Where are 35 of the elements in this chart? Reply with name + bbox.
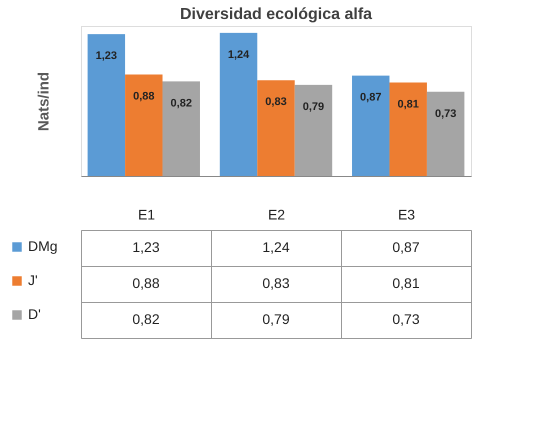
legend-label: J' (28, 272, 38, 288)
bar (352, 76, 390, 176)
bar (125, 74, 163, 176)
data-label: 0,79 (262, 311, 290, 327)
bar (257, 80, 295, 176)
text: 0,87 (360, 92, 382, 104)
bar (88, 34, 126, 176)
x-tick-label: E2 (268, 206, 286, 222)
text: 1,24 (228, 48, 250, 61)
x-tick-label: E1 (138, 206, 156, 222)
legend-label: D' (28, 306, 41, 322)
data-label: 0,82 (132, 311, 160, 327)
text: 0,88 (133, 90, 155, 102)
x-tick-label: E3 (398, 206, 416, 222)
text: 1,23 (96, 50, 118, 62)
y-axis-title: Nats/ind (36, 72, 52, 132)
text: 0,81 (397, 98, 419, 111)
chart-title: Diversidad ecológica alfa (180, 6, 372, 23)
legend-label: DMg (28, 238, 58, 254)
text: 0,73 (434, 108, 456, 120)
data-label: 1,24 (262, 239, 290, 255)
data-label: 0,81 (392, 275, 420, 291)
data-label: 0,83 (262, 275, 290, 291)
text: 0,79 (302, 100, 324, 113)
bar (389, 82, 427, 176)
text: 0,82 (170, 97, 192, 110)
bar (162, 81, 200, 176)
bar (426, 92, 464, 176)
data-label: 0,87 (392, 239, 420, 255)
bar (294, 84, 332, 176)
data-label: 0,88 (132, 275, 160, 291)
data-label: 0,73 (392, 311, 420, 327)
text: 0,83 (265, 96, 287, 108)
data-label: 1,23 (132, 239, 160, 255)
bar (220, 32, 258, 176)
